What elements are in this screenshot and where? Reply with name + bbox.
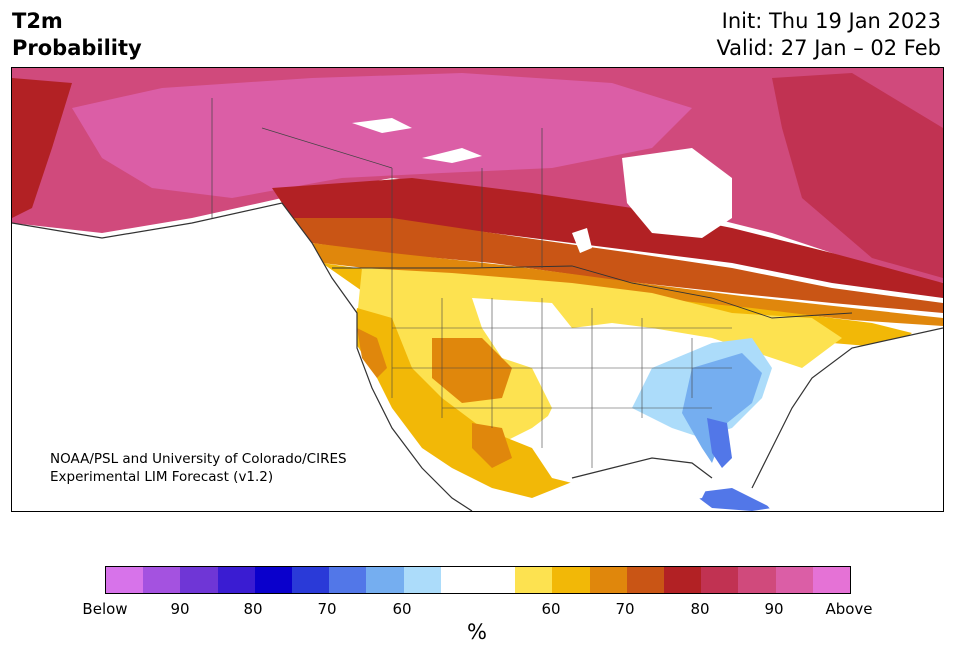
- colorbar-below-cell-5: [292, 567, 330, 593]
- lake-3: [572, 228, 592, 253]
- lake-2: [422, 148, 482, 163]
- region-southwest-gold: [352, 308, 582, 498]
- colorbar-above-cell-6: [738, 567, 776, 593]
- credit-line-2: Experimental LIM Forecast (v1.2): [50, 469, 274, 485]
- colorbar-below-cell-1: [143, 567, 181, 593]
- lake-1: [352, 118, 412, 133]
- colorbar-neutral-cell: [440, 567, 516, 593]
- colorbar-tick-label: 90: [764, 600, 784, 618]
- colorbar-below-cell-3: [217, 567, 255, 593]
- colorbar-above-cell-4: [664, 567, 702, 593]
- pacific-ocean: [12, 203, 472, 511]
- atlantic-ocean: [752, 328, 943, 511]
- colorbar-tick-label: 60: [541, 600, 561, 618]
- colorbar-tick-label: 80: [690, 600, 710, 618]
- region-arctic-pink: [72, 73, 692, 198]
- colorbar-tick-label: 70: [615, 600, 635, 618]
- us-canada-border: [332, 265, 853, 319]
- colorbar-below-cell-8: [403, 567, 441, 593]
- region-central-neutral: [472, 298, 732, 488]
- colorbar-tick-label: 60: [392, 600, 412, 618]
- credit-line-1: NOAA/PSL and University of Colorado/CIRE…: [50, 451, 347, 467]
- region-prairie-orange: [292, 218, 943, 313]
- colorbar-tick-label: 90: [170, 600, 190, 618]
- init-date: Init: Thu 19 Jan 2023: [721, 9, 941, 33]
- region-quebec-red: [772, 73, 943, 278]
- colorbar-unit: %: [467, 620, 487, 644]
- colorbar-below-cell-2: [180, 567, 218, 593]
- gulf-of-mexico: [572, 458, 712, 508]
- forecast-map: NOAA/PSL and University of Colorado/CIRE…: [11, 67, 944, 512]
- colorbar-below-cell-6: [329, 567, 367, 593]
- colorbar-above-cell-5: [701, 567, 739, 593]
- colorbar-tick-label: 70: [317, 600, 337, 618]
- region-southeast-blue: [682, 353, 762, 463]
- credit-text: NOAA/PSL and University of Colorado/CIRE…: [50, 450, 347, 486]
- title-line-variable: T2m: [12, 9, 63, 33]
- colorbar: [105, 566, 851, 594]
- colorbar-above-cell-0: [515, 567, 553, 593]
- valid-date: Valid: 27 Jan – 02 Feb: [716, 36, 941, 60]
- region-florida-blue: [707, 418, 732, 468]
- colorbar-below-cell-4: [254, 567, 293, 593]
- colorbar-tick-label: 80: [243, 600, 263, 618]
- region-california-orange: [357, 328, 387, 378]
- colorbar-tick-label: Below: [82, 600, 128, 618]
- state-borders: [391, 268, 732, 468]
- title-line-probability: Probability: [12, 36, 142, 60]
- region-mid-canada-red: [272, 178, 943, 298]
- forecast-dates: Init: Thu 19 Jan 2023 Valid: 27 Jan – 02…: [716, 8, 941, 62]
- region-alaska-red: [12, 78, 72, 218]
- region-texas-orange: [472, 423, 512, 468]
- coastline: [12, 202, 943, 511]
- colorbar-above-cell-2: [589, 567, 627, 593]
- province-borders: [211, 98, 543, 268]
- colorbar-tick-label: Above: [825, 600, 873, 618]
- colorbar-below-cell-7: [366, 567, 404, 593]
- chart-title: T2m Probability: [12, 8, 142, 62]
- colorbar-above-cell-7: [775, 567, 813, 593]
- colorbar-above-cell-1: [552, 567, 590, 593]
- map-canvas: [12, 68, 943, 511]
- region-cuba-blue: [692, 488, 772, 511]
- hudson-bay: [622, 148, 732, 238]
- colorbar-below-cell-0: [106, 567, 144, 593]
- region-border-orange: [312, 243, 943, 326]
- colorbar-above-cell-8: [812, 567, 851, 593]
- colorbar-above-cell-3: [626, 567, 665, 593]
